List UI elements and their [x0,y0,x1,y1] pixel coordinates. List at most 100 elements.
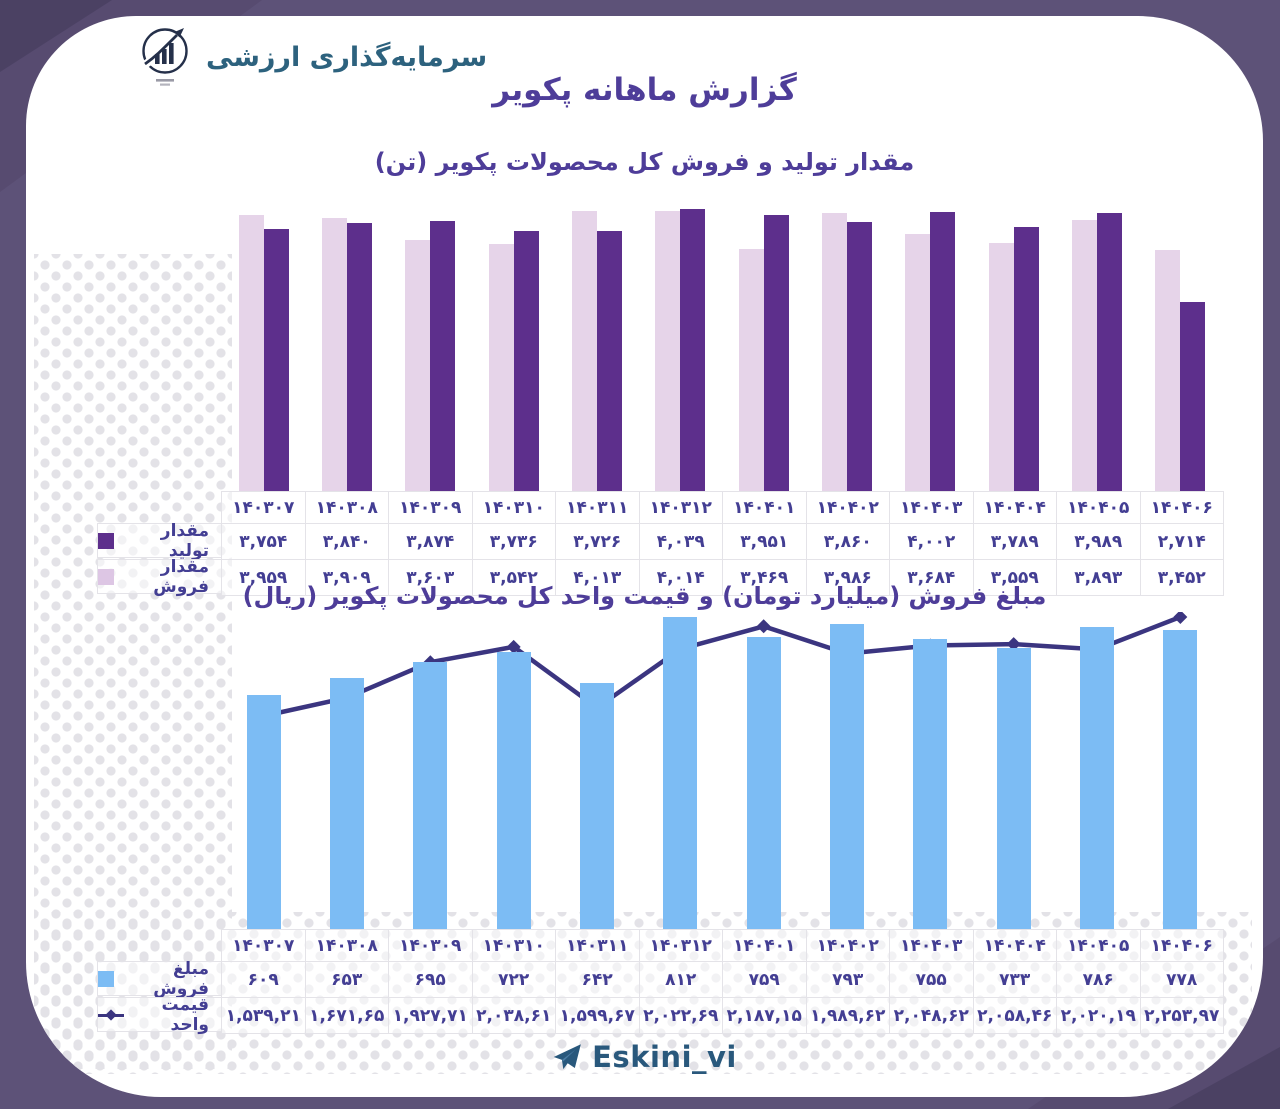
price-value-cell: ۲,۰۴۸,۶۲ [889,997,974,1034]
bar-group [472,205,555,492]
brand-name: سرمایه‌گذاری ارزشی [206,41,488,73]
table1-sales-row: مقدار فروش ۳,۹۵۹ ۳,۹۰۹ ۳,۶۰۳ ۳,۵۴۲ ۴,۰۱۳ ۴,۰۱… [97,556,1224,597]
amount-bar [1079,627,1114,930]
sales-bar [655,211,681,492]
table1-production-row: مقدار تولید ۳,۷۵۴ ۳,۸۴۰ ۳,۸۷۴ ۳,۷۳۶ ۳,۷۲۶ ۴,۰… [97,521,1224,561]
amount-bar [1163,630,1198,930]
month-header-cell: ۱۴۰۳۰۸ [304,929,389,962]
sales-value-cell: ۳,۹۰۹ [304,559,389,596]
month-header-cell: ۱۴۰۳۱۱ [555,929,640,962]
price-line-legend-icon [98,1009,124,1021]
production-value-cell: ۳,۸۷۴ [388,523,473,560]
page-title: گزارش ماهانه پکویر [492,72,797,108]
chart2-title: مبلغ فروش (میلیارد تومان) و قیمت واحد کل… [242,582,1047,610]
production-value-cell: ۳,۷۳۶ [471,523,556,560]
sales-bar [988,242,1014,492]
sales-bar [821,213,847,492]
price-value-cell: ۱,۵۳۹,۲۱ [221,997,306,1034]
sales-bar [905,234,931,492]
month-header-cell: ۱۴۰۳۰۷ [221,929,306,962]
amount-bar [329,678,364,930]
sales-value-cell: ۳,۸۹۳ [1056,559,1141,596]
bar-group [222,205,305,492]
channel-handle: Eskini_vi [592,1040,737,1074]
month-header-cell: ۱۴۰۳۱۲ [638,929,723,962]
sales-bar [738,249,764,492]
bar-group [805,612,888,930]
production-bar [430,220,456,492]
bar-group [639,205,722,492]
sales-value-cell: ۴,۰۱۴ [638,559,723,596]
amount-value-cell: ۶۵۳ [304,961,389,998]
price-value-cell: ۲,۱۸۷,۱۵ [722,997,807,1034]
sales-value-cell: ۳,۹۸۶ [805,559,890,596]
production-bar [763,215,789,492]
production-sales-table: ۱۴۰۳۰۷ ۱۴۰۳۰۸ ۱۴۰۳۰۹ ۱۴۰۳۱۰ ۱۴۰۳۱۱ ۱۴۰۳۱۲ ۱۴۰۴… [97,491,1224,597]
month-header-cell: ۱۴۰۴۰۴ [972,491,1057,524]
production-value-cell: ۳,۷۵۴ [221,523,306,560]
bar-group [1139,612,1222,930]
amount-value-cell: ۷۸۶ [1056,961,1141,998]
sales-value-cell: ۳,۶۰۳ [388,559,473,596]
telegram-icon [553,1044,581,1070]
month-header-cell: ۱۴۰۳۱۱ [555,491,640,524]
price-value-cell: ۱,۵۹۹,۶۷ [555,997,640,1034]
bar-group [972,205,1055,492]
amount-bar [496,651,531,930]
sales-bar [238,214,264,492]
sales-legend-swatch [98,568,114,585]
price-value-cell: ۲,۲۵۳,۹۷ [1139,997,1224,1034]
month-header-cell: ۱۴۰۴۰۱ [722,929,807,962]
bar-group [805,205,888,492]
amount-bar [829,624,864,930]
month-header-cell: ۱۴۰۴۰۲ [805,491,890,524]
amount-value-cell: ۶۴۲ [555,961,640,998]
amount-bar [913,639,948,930]
sales-bar [488,244,514,492]
table2-month-header-row: ۱۴۰۳۰۷ ۱۴۰۳۰۸ ۱۴۰۳۰۹ ۱۴۰۳۱۰ ۱۴۰۳۱۱ ۱۴۰۳۱۲ ۱۴۰۴… [97,929,1224,962]
production-value-cell: ۳,۷۲۶ [555,523,640,560]
table2-price-row: قیمت واحد ۱,۵۳۹,۲۱ ۱,۶۷۱,۶۵ ۱,۹۲۷,۷۱ ۲,۰۳۸,… [97,995,1224,1035]
bar-group [722,205,805,492]
production-value-cell: ۴,۰۰۲ [889,523,974,560]
sales-value-cell: ۳,۴۵۲ [1139,559,1224,596]
production-bar [1180,302,1206,492]
month-header-cell: ۱۴۰۴۰۵ [1056,929,1141,962]
month-header-cell: ۱۴۰۳۰۹ [388,929,473,962]
production-bar [596,231,622,492]
production-bar [263,229,289,492]
legend-amount: مبلغ فروش [97,959,222,999]
sales-bar [321,218,347,492]
sales-amount-unit-price-chart [222,612,1222,930]
legend-price: قیمت واحد [97,995,222,1035]
bar-group [722,612,805,930]
bar-group [1055,205,1138,492]
legend-sales: مقدار فروش [97,556,222,597]
bar-group [639,612,722,930]
bar-group [889,205,972,492]
month-header-cell: ۱۴۰۳۱۰ [471,491,556,524]
month-header-cell: ۱۴۰۴۰۶ [1139,929,1224,962]
amount-value-cell: ۷۹۳ [805,961,890,998]
amount-bar [413,662,448,930]
bar-group [222,612,305,930]
price-value-cell: ۲,۰۲۲,۶۹ [638,997,723,1034]
amount-value-cell: ۶۹۵ [388,961,473,998]
sales-legend-label: مقدار فروش [153,556,209,597]
month-header-cell: ۱۴۰۴۰۶ [1139,491,1224,524]
production-bar [1096,212,1122,492]
amount-bar [996,647,1031,930]
amount-value-cell: ۸۱۲ [638,961,723,998]
production-sales-bar-chart [222,205,1222,492]
month-header-cell: ۱۴۰۴۰۵ [1056,491,1141,524]
production-value-cell: ۳,۸۶۰ [805,523,890,560]
amount-price-table: ۱۴۰۳۰۷ ۱۴۰۳۰۸ ۱۴۰۳۰۹ ۱۴۰۳۱۰ ۱۴۰۳۱۱ ۱۴۰۳۱۲ ۱۴۰۴… [97,929,1224,1035]
production-value-cell: ۴,۰۳۹ [638,523,723,560]
production-bar [1013,226,1039,492]
bar-group [1055,612,1138,930]
amount-value-cell: ۷۷۸ [1139,961,1224,998]
price-value-cell: ۱,۶۷۱,۶۵ [304,997,389,1034]
production-bar [513,230,539,492]
price-value-cell: ۲,۰۲۰,۱۹ [1056,997,1141,1034]
